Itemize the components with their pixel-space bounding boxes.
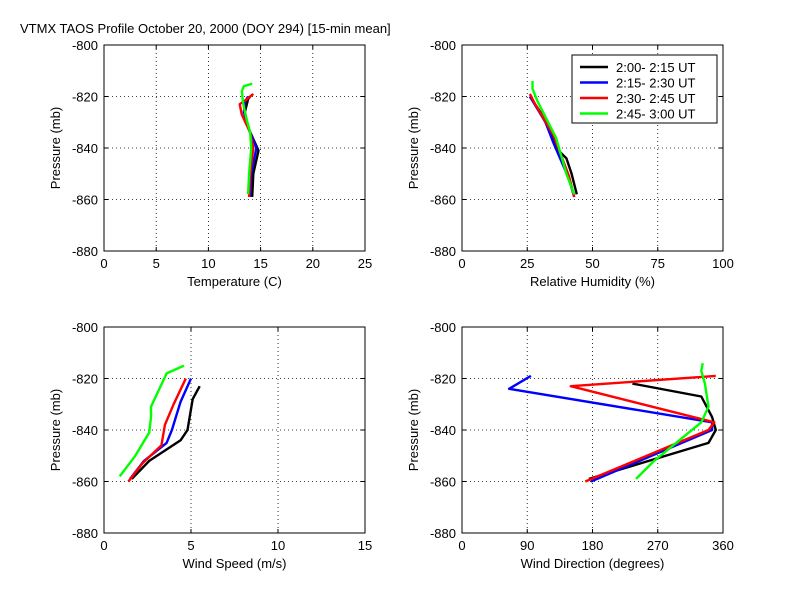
- y-tick-label: -860: [430, 475, 456, 490]
- legend-entry-2: 2:15- 2:30 UT: [616, 76, 696, 91]
- figure-title: VTMX TAOS Profile October 20, 2000 (DOY …: [20, 21, 391, 36]
- x-tick-label: 270: [647, 538, 669, 553]
- y-tick-label: -860: [72, 193, 98, 208]
- y-tick-label: -840: [430, 141, 456, 156]
- y-tick-label: -820: [430, 90, 456, 105]
- series-line-1: [130, 385, 201, 480]
- chart-humidity: 0 25 50 75 100 -800 -820 -840 -860 -880 Relative H…: [406, 38, 734, 289]
- y-tick-label: -820: [72, 90, 98, 105]
- series-line-4: [635, 362, 710, 480]
- y-tick-label: -880: [72, 526, 98, 541]
- series-line-4: [240, 82, 253, 195]
- y-tick-label: -860: [72, 475, 98, 490]
- legend-entry-3: 2:30- 2:45 UT: [616, 91, 696, 106]
- y-tick-label: -880: [430, 244, 456, 259]
- x-tick-label: 25: [520, 256, 534, 271]
- y-tick-label: -800: [430, 38, 456, 53]
- y-tick-label: -820: [72, 372, 98, 387]
- y-tick-label: -800: [72, 320, 98, 335]
- y-tick-label: -880: [430, 526, 456, 541]
- x-tick-label: 5: [153, 256, 160, 271]
- x-tick-label: 20: [306, 256, 320, 271]
- x-tick-label: 0: [458, 538, 465, 553]
- y-axis-label: Pressure (mb): [406, 107, 421, 189]
- x-tick-label: 5: [187, 538, 194, 553]
- series-line-4: [118, 364, 185, 478]
- plots: 0 5 10 15 20 25 -800 -820 -840 -860 -880 Temperatur…: [48, 38, 734, 571]
- chart-wind_direction: 0 90 180 270 360 -800 -820 -840 -860 -880 Wind Dir…: [406, 320, 734, 571]
- y-axis-label: Pressure (mb): [48, 389, 63, 471]
- y-tick-label: -840: [430, 423, 456, 438]
- x-tick-label: 10: [201, 256, 215, 271]
- x-axis-label: Temperature (C): [187, 274, 282, 289]
- x-tick-label: 100: [712, 256, 734, 271]
- y-tick-label: -840: [72, 423, 98, 438]
- x-axis-label: Wind Direction (degrees): [521, 556, 665, 571]
- legend: 2:00- 2:15 UT2:15- 2:30 UT2:30- 2:45 UT2…: [571, 54, 718, 124]
- x-tick-label: 0: [100, 256, 107, 271]
- y-axis-label: Pressure (mb): [48, 107, 63, 189]
- series-line-3: [569, 374, 716, 483]
- x-tick-label: 90: [520, 538, 534, 553]
- x-tick-label: 50: [585, 256, 599, 271]
- x-tick-label: 25: [358, 256, 372, 271]
- x-tick-label: 0: [458, 256, 465, 271]
- x-tick-label: 75: [651, 256, 665, 271]
- x-tick-label: 10: [271, 538, 285, 553]
- x-tick-label: 15: [358, 538, 372, 553]
- y-tick-label: -840: [72, 141, 98, 156]
- series-line-3: [127, 377, 187, 483]
- x-axis-label: Wind Speed (m/s): [182, 556, 286, 571]
- chart-wind_speed: 0 5 10 15 -800 -820 -840 -860 -880 Wind Speed (m/…: [48, 320, 372, 571]
- y-tick-label: -820: [430, 372, 456, 387]
- x-tick-label: 180: [582, 538, 604, 553]
- x-axis-label: Relative Humidity (%): [530, 274, 655, 289]
- y-axis-label: Pressure (mb): [406, 389, 421, 471]
- y-tick-label: -800: [72, 38, 98, 53]
- chart-temperature: 0 5 10 15 20 25 -800 -820 -840 -860 -880 Temperatur…: [48, 38, 372, 289]
- series-line-3: [238, 92, 255, 197]
- legend-entry-1: 2:00- 2:15 UT: [616, 60, 696, 75]
- x-tick-label: 15: [253, 256, 267, 271]
- legend-entry-4: 2:45- 3:00 UT: [616, 107, 696, 122]
- series-line-4: [531, 81, 576, 195]
- y-tick-label: -880: [72, 244, 98, 259]
- x-tick-label: 0: [100, 538, 107, 553]
- y-tick-label: -860: [430, 193, 456, 208]
- x-tick-label: 360: [712, 538, 734, 553]
- y-tick-label: -800: [430, 320, 456, 335]
